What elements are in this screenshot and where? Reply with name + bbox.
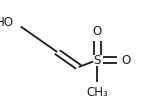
Text: O: O [122,54,131,66]
Text: HO: HO [0,16,14,28]
Text: O: O [93,25,102,38]
Text: CH₃: CH₃ [86,86,108,99]
Text: S: S [94,54,101,66]
